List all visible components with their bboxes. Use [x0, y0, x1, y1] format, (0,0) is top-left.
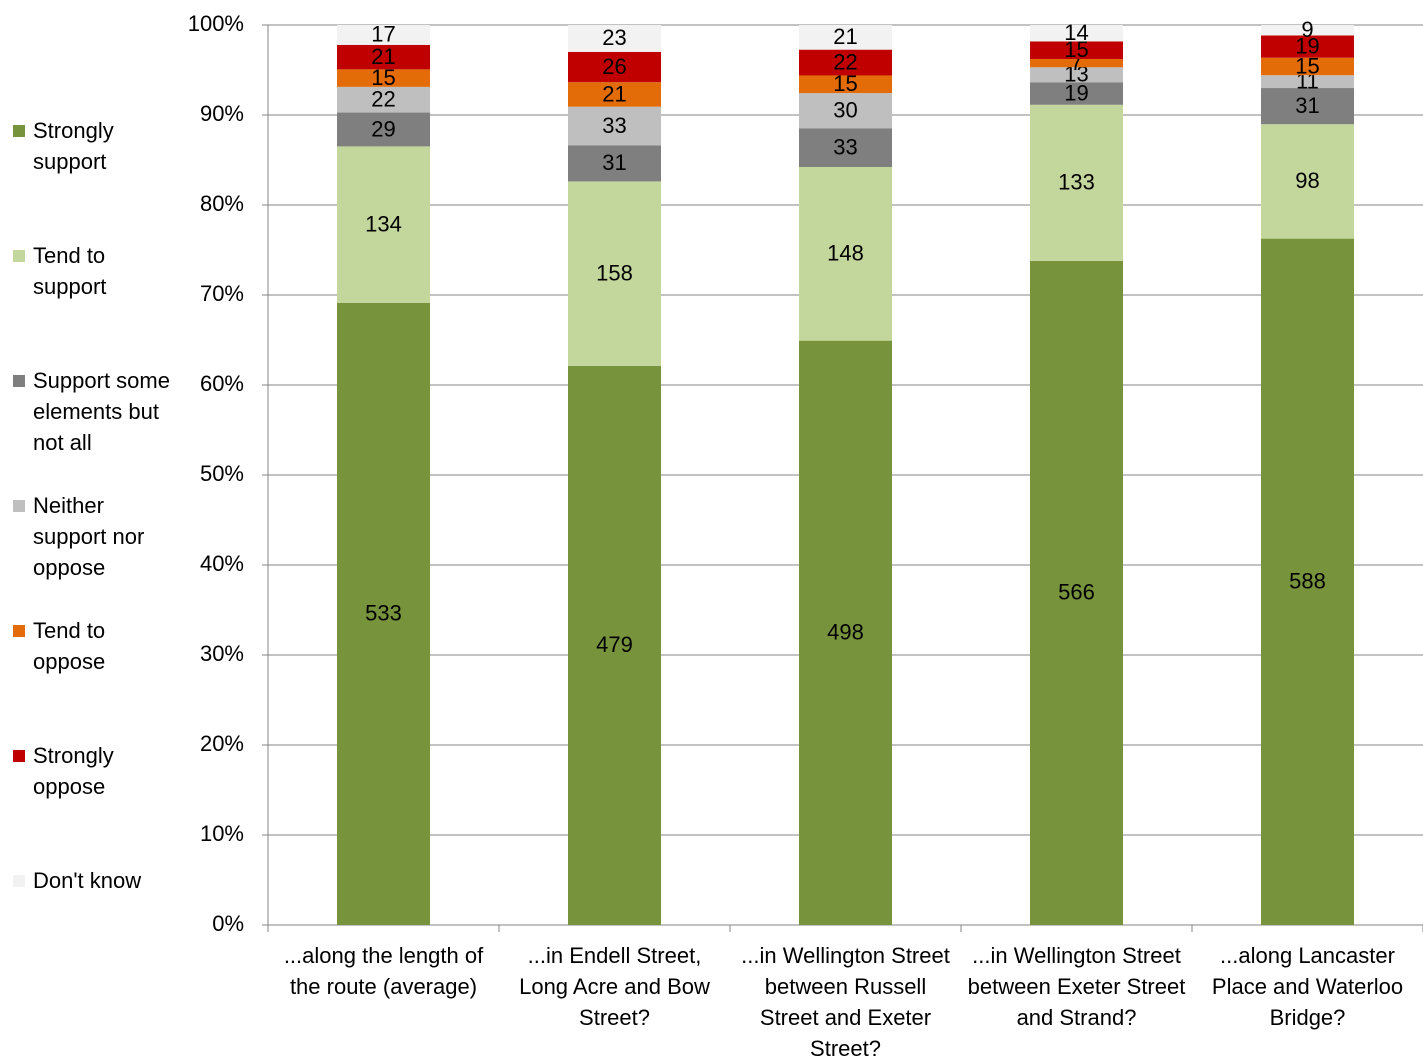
bar-segment — [799, 93, 892, 129]
data-label: 29 — [371, 116, 395, 141]
data-label: 498 — [827, 620, 864, 645]
bar-segment — [1261, 75, 1354, 89]
bar-segment — [568, 145, 661, 182]
data-label: 33 — [833, 134, 857, 159]
x-tick-label: ...in Wellington Street between Russell … — [741, 943, 950, 1059]
bar-segment — [568, 25, 661, 52]
bar-segment — [1030, 25, 1123, 42]
bar-segment — [337, 25, 430, 45]
legend-label: Support some elements but not all — [33, 368, 170, 455]
bar-segment — [1030, 260, 1123, 925]
bar-segment — [1030, 59, 1123, 68]
bar-segment — [1261, 124, 1354, 239]
legend-label: Strongly oppose — [33, 743, 114, 799]
data-label: 98 — [1295, 168, 1319, 193]
data-label: 134 — [365, 211, 402, 236]
data-label: 158 — [596, 260, 633, 285]
data-label: 21 — [833, 24, 857, 49]
bar-segment — [337, 86, 430, 113]
legend-swatch — [13, 750, 25, 762]
data-label: 533 — [365, 601, 402, 626]
legend-label: Tend to support — [33, 243, 107, 299]
legend-swatch — [13, 875, 25, 887]
legend-label: Tend to oppose — [33, 618, 106, 674]
data-label: 31 — [602, 150, 626, 175]
bar-segment — [1261, 57, 1354, 76]
bar-segment — [337, 44, 430, 70]
data-label: 9 — [1301, 17, 1313, 42]
x-tick-label: ...along the length of the route (averag… — [283, 943, 484, 999]
legend-label: Neither support nor oppose — [33, 493, 145, 580]
data-label: 31 — [1295, 93, 1319, 118]
bar-segment — [799, 166, 892, 341]
bar-segment — [337, 112, 430, 147]
bar-segment — [1261, 35, 1354, 58]
y-tick-label: 100% — [188, 11, 244, 36]
y-tick-label: 30% — [200, 641, 244, 666]
y-tick-label: 70% — [200, 281, 244, 306]
bar-segment — [799, 49, 892, 76]
bar-segment — [1261, 238, 1354, 926]
data-label: 33 — [602, 113, 626, 138]
bar-segment — [337, 146, 430, 303]
y-tick-label: 90% — [200, 101, 244, 126]
y-tick-label: 10% — [200, 821, 244, 846]
bar-segment — [568, 82, 661, 107]
y-tick-label: 60% — [200, 371, 244, 396]
data-label: 19 — [1295, 33, 1319, 58]
bar-segment — [337, 69, 430, 87]
bar-segment — [568, 106, 661, 146]
x-tick-label: ...in Wellington Street between Exeter S… — [967, 943, 1186, 1030]
y-tick-label: 0% — [212, 911, 244, 936]
y-tick-label: 80% — [200, 191, 244, 216]
bar-segment — [1261, 88, 1354, 125]
data-label: 588 — [1289, 569, 1326, 594]
bar-segment — [568, 181, 661, 366]
data-label: 19 — [1064, 80, 1088, 105]
bar-segment — [1261, 25, 1354, 36]
data-label: 566 — [1058, 580, 1095, 605]
data-label: 148 — [827, 241, 864, 266]
bar-segment — [1030, 41, 1123, 60]
legend-swatch — [13, 375, 25, 387]
bar-segment — [1030, 67, 1123, 83]
data-label: 22 — [371, 87, 395, 112]
bar-segment — [799, 128, 892, 167]
data-label: 17 — [371, 22, 395, 47]
legend-swatch — [13, 625, 25, 637]
bar-segment — [799, 25, 892, 50]
legend-label: Strongly support — [33, 118, 114, 174]
y-tick-label: 40% — [200, 551, 244, 576]
bar-segment — [799, 75, 892, 94]
x-tick-label: ...in Endell Street, Long Acre and Bow S… — [519, 943, 710, 1030]
x-tick-label: ...along Lancaster Place and Waterloo Br… — [1211, 943, 1404, 1030]
data-label: 14 — [1064, 20, 1088, 45]
legend-label: Don't know — [33, 868, 142, 893]
y-tick-label: 50% — [200, 461, 244, 486]
y-tick-label: 20% — [200, 731, 244, 756]
data-label: 479 — [596, 632, 633, 657]
data-label: 21 — [371, 44, 395, 69]
bar-segment — [568, 365, 661, 925]
data-label: 30 — [833, 97, 857, 122]
legend-swatch — [13, 125, 25, 137]
bar-segment — [1030, 82, 1123, 105]
bar-segment — [799, 340, 892, 925]
data-label: 26 — [602, 54, 626, 79]
legend-swatch — [13, 250, 25, 262]
data-label: 21 — [602, 81, 626, 106]
bar-segment — [337, 302, 430, 925]
bar-segment — [568, 51, 661, 83]
bar-segment — [1030, 104, 1123, 261]
data-label: 22 — [833, 49, 857, 74]
data-label: 133 — [1058, 170, 1095, 195]
data-label: 23 — [602, 25, 626, 50]
legend-swatch — [13, 500, 25, 512]
